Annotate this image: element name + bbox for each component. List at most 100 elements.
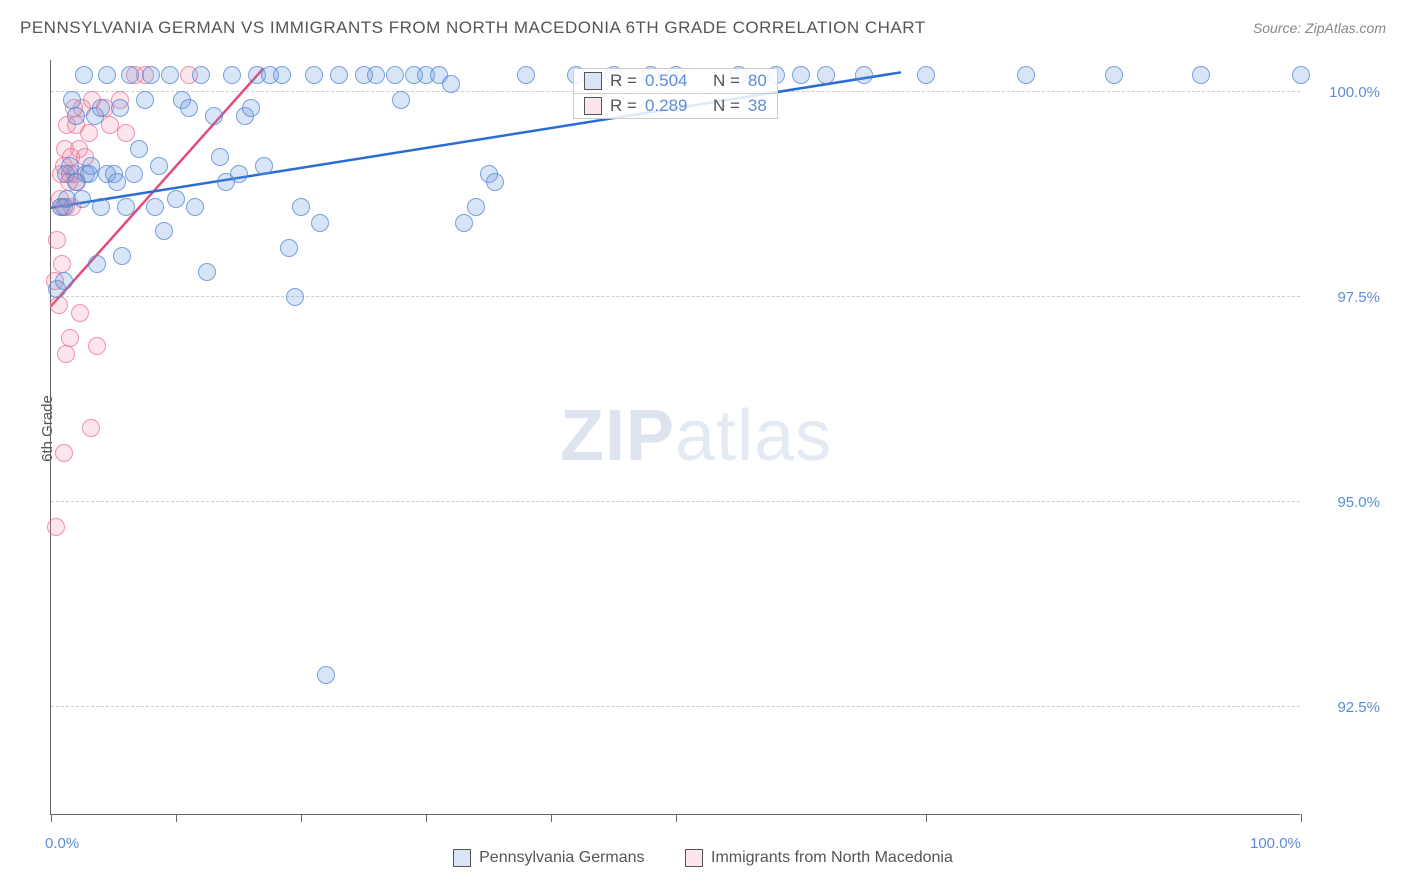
data-point-a <box>1017 66 1035 84</box>
data-point-a <box>1105 66 1123 84</box>
data-point-a <box>442 75 460 93</box>
watermark: ZIPatlas <box>560 395 832 477</box>
legend-swatch-a-icon <box>584 72 602 90</box>
data-point-a <box>855 66 873 84</box>
x-tick <box>1301 814 1302 822</box>
legend-swatch-a-icon <box>453 849 471 867</box>
data-point-a <box>205 107 223 125</box>
data-point-b <box>117 124 135 142</box>
data-point-a <box>311 214 329 232</box>
data-point-a <box>55 272 73 290</box>
data-point-a <box>305 66 323 84</box>
data-point-a <box>517 66 535 84</box>
data-point-a <box>211 148 229 166</box>
data-point-a <box>92 99 110 117</box>
source-label: Source: ZipAtlas.com <box>1253 20 1386 36</box>
stat-r-label: R = <box>610 96 637 116</box>
x-tick <box>426 814 427 822</box>
legend-swatch-b-icon <box>685 849 703 867</box>
data-point-a <box>792 66 810 84</box>
data-point-a <box>392 91 410 109</box>
x-tick <box>51 814 52 822</box>
x-tick <box>926 814 927 822</box>
data-point-a <box>121 66 139 84</box>
x-tick-label: 100.0% <box>1250 835 1301 852</box>
data-point-a <box>917 66 935 84</box>
data-point-a <box>142 66 160 84</box>
data-point-a <box>146 198 164 216</box>
chart-title: PENNSYLVANIA GERMAN VS IMMIGRANTS FROM N… <box>20 18 926 38</box>
data-point-b <box>80 124 98 142</box>
data-point-a <box>130 140 148 158</box>
data-point-b <box>88 337 106 355</box>
stat-n-label: N = <box>713 96 740 116</box>
data-point-a <box>82 157 100 175</box>
series-legend: Pennsylvania Germans Immigrants from Nor… <box>0 849 1406 872</box>
x-tick <box>176 814 177 822</box>
data-point-b <box>47 518 65 536</box>
data-point-a <box>186 198 204 216</box>
data-point-a <box>63 91 81 109</box>
data-point-a <box>817 66 835 84</box>
data-point-a <box>61 157 79 175</box>
data-point-a <box>230 165 248 183</box>
data-point-a <box>486 173 504 191</box>
stat-r-label: R = <box>610 71 637 91</box>
data-point-a <box>367 66 385 84</box>
data-point-a <box>108 173 126 191</box>
legend-label-a: Pennsylvania Germans <box>479 849 644 867</box>
data-point-a <box>67 107 85 125</box>
correlation-legend: R = 0.504 N = 80 R = 0.289 N = 38 <box>573 68 778 118</box>
x-tick <box>676 814 677 822</box>
data-point-a <box>242 99 260 117</box>
data-point-a <box>223 66 241 84</box>
data-point-a <box>455 214 473 232</box>
data-point-a <box>92 198 110 216</box>
stat-n-label: N = <box>713 71 740 91</box>
data-point-a <box>136 91 154 109</box>
data-point-a <box>317 666 335 684</box>
data-point-a <box>386 66 404 84</box>
y-tick-label: 100.0% <box>1310 84 1380 101</box>
data-point-a <box>180 99 198 117</box>
data-point-a <box>292 198 310 216</box>
data-point-b <box>53 255 71 273</box>
x-tick-label: 0.0% <box>45 835 79 852</box>
data-point-b <box>55 444 73 462</box>
data-point-a <box>73 190 91 208</box>
data-point-a <box>286 288 304 306</box>
y-tick-label: 97.5% <box>1310 289 1380 306</box>
y-tick-label: 92.5% <box>1310 699 1380 716</box>
stat-r-a: 0.504 <box>645 71 688 91</box>
data-point-b <box>71 304 89 322</box>
data-point-a <box>117 198 135 216</box>
data-point-a <box>273 66 291 84</box>
data-point-a <box>280 239 298 257</box>
data-point-b <box>48 231 66 249</box>
data-point-a <box>113 247 131 265</box>
data-point-a <box>1292 66 1310 84</box>
stat-n-a: 80 <box>748 71 767 91</box>
data-point-a <box>88 255 106 273</box>
data-point-a <box>167 190 185 208</box>
legend-swatch-b-icon <box>584 97 602 115</box>
data-point-a <box>467 198 485 216</box>
data-point-a <box>192 66 210 84</box>
data-point-a <box>98 66 116 84</box>
y-tick-label: 95.0% <box>1310 494 1380 511</box>
data-point-a <box>125 165 143 183</box>
data-point-a <box>330 66 348 84</box>
x-tick <box>301 814 302 822</box>
data-point-a <box>198 263 216 281</box>
data-point-b <box>82 419 100 437</box>
legend-label-b: Immigrants from North Macedonia <box>711 849 953 867</box>
data-point-b <box>57 345 75 363</box>
data-point-a <box>150 157 168 175</box>
data-point-b <box>50 296 68 314</box>
data-point-a <box>255 157 273 175</box>
x-tick <box>551 814 552 822</box>
data-point-a <box>75 66 93 84</box>
data-point-a <box>1192 66 1210 84</box>
data-point-b <box>61 329 79 347</box>
data-point-a <box>161 66 179 84</box>
